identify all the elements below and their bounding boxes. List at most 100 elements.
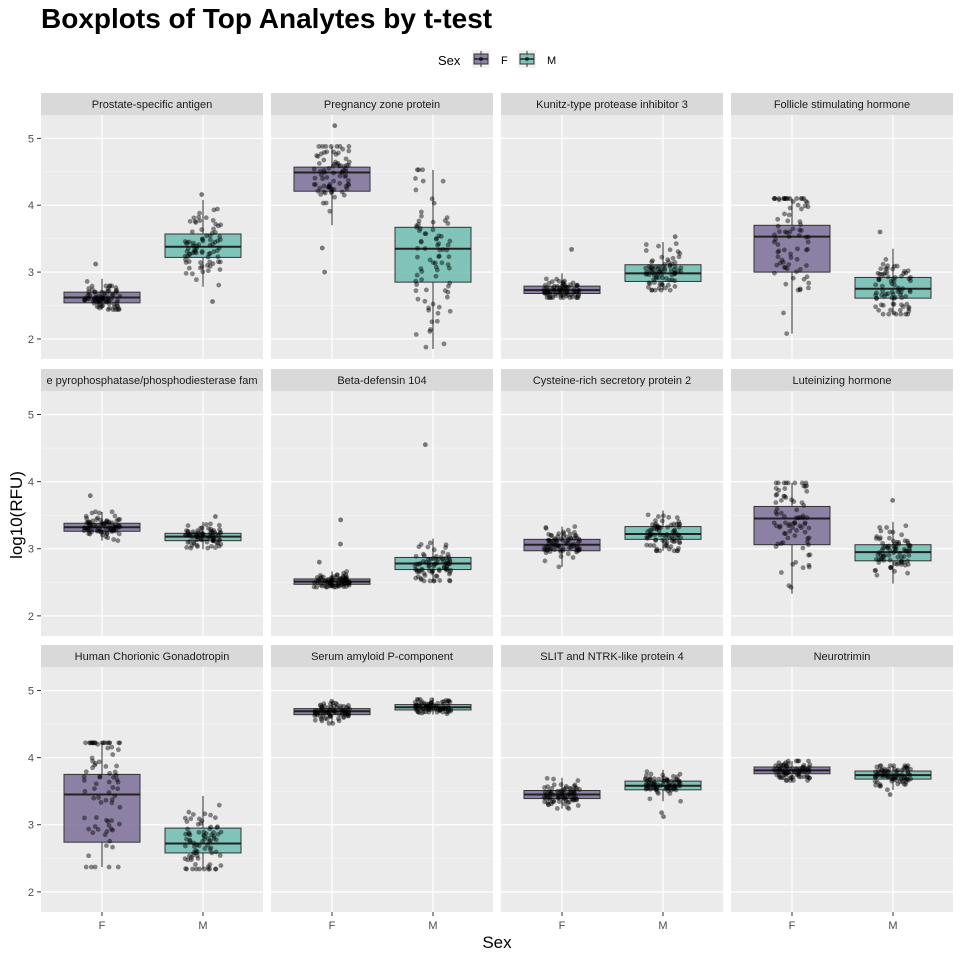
jitter-points (872, 498, 913, 578)
data-point (420, 178, 426, 184)
data-point (784, 331, 790, 336)
data-point (331, 178, 336, 184)
data-point (87, 740, 93, 746)
data-point (182, 532, 188, 538)
data-point (672, 530, 678, 536)
jitter-points (312, 698, 353, 726)
data-point (339, 579, 344, 585)
data-point (217, 537, 223, 543)
data-point (665, 257, 671, 263)
data-point (413, 332, 419, 337)
data-point (806, 542, 811, 548)
data-point (104, 829, 110, 834)
data-point (342, 576, 348, 582)
data-point (888, 564, 894, 570)
data-point (204, 539, 210, 545)
data-point (787, 521, 793, 527)
data-point (554, 806, 560, 811)
data-point (428, 707, 434, 713)
data-point (574, 283, 580, 288)
data-point (777, 768, 782, 773)
data-point (97, 510, 102, 516)
data-point (551, 776, 556, 782)
data-point (905, 538, 910, 544)
data-point (786, 769, 792, 775)
data-point (559, 283, 565, 289)
data-point (186, 531, 192, 537)
data-point (643, 271, 649, 277)
data-point (422, 298, 428, 304)
data-point (548, 790, 554, 795)
data-point (550, 295, 556, 300)
data-point (314, 712, 320, 718)
data-point (204, 536, 210, 541)
data-point (561, 531, 567, 537)
data-point (645, 284, 651, 290)
data-point (800, 764, 806, 770)
data-point (551, 537, 557, 543)
data-point (571, 793, 577, 798)
facet-strip (41, 369, 263, 391)
data-point (115, 538, 121, 544)
data-point (643, 265, 648, 271)
data-point (885, 291, 891, 297)
data-point (328, 713, 334, 719)
data-point (425, 707, 431, 713)
data-point (333, 709, 339, 715)
data-point (895, 289, 901, 294)
data-point (100, 295, 106, 301)
data-point (440, 701, 446, 707)
data-point (110, 527, 116, 533)
data-point (346, 182, 352, 188)
data-point (314, 710, 320, 716)
data-point (199, 227, 205, 233)
data-point (446, 698, 452, 704)
data-point (337, 576, 343, 581)
jitter-points (644, 512, 684, 554)
data-point (894, 539, 900, 545)
data-point (566, 791, 572, 796)
data-point (674, 548, 680, 554)
data-point (784, 230, 790, 236)
data-point (107, 284, 112, 289)
data-point (784, 763, 789, 769)
jitter-points (541, 246, 582, 300)
data-point (425, 544, 431, 550)
data-point (186, 533, 192, 539)
data-point (901, 781, 907, 787)
data-point (644, 769, 650, 775)
data-point (109, 529, 115, 534)
data-point (445, 707, 451, 713)
data-point (675, 548, 681, 554)
data-point (447, 558, 453, 564)
data-point (315, 188, 321, 194)
data-point (785, 535, 791, 541)
data-point (327, 181, 333, 187)
data-point (775, 541, 781, 547)
outlier-point (332, 123, 338, 129)
data-point (781, 769, 786, 774)
data-point (98, 297, 104, 303)
data-point (343, 584, 349, 589)
data-point (327, 208, 333, 214)
data-point (191, 540, 197, 545)
data-point (212, 535, 218, 541)
data-point (888, 307, 893, 313)
data-point (878, 556, 884, 562)
data-point (93, 295, 99, 301)
data-point (792, 480, 798, 486)
data-point (335, 160, 341, 166)
data-point (346, 703, 351, 708)
data-point (99, 303, 105, 309)
data-point (784, 196, 789, 201)
data-point (880, 261, 886, 267)
data-point (781, 770, 787, 776)
data-point (334, 582, 340, 588)
data-point (565, 793, 571, 799)
data-point (874, 290, 879, 296)
data-point (893, 311, 899, 317)
data-point (881, 272, 886, 278)
data-point (191, 240, 196, 246)
data-point (117, 804, 123, 810)
outlier-point (213, 514, 218, 519)
